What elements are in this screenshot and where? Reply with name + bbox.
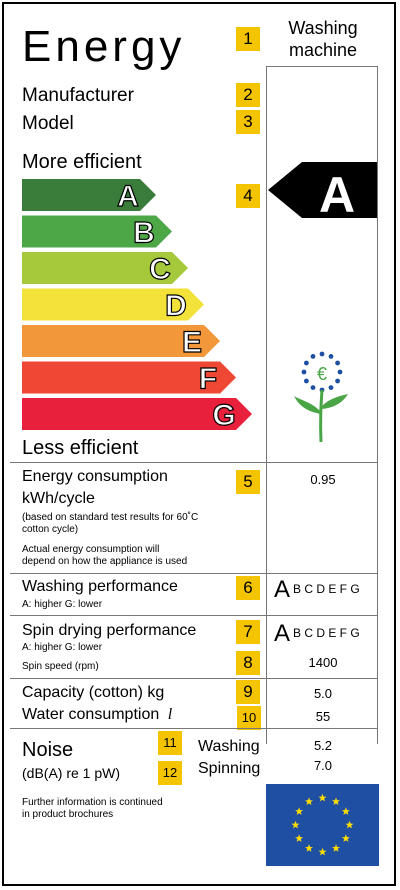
eu-star: [332, 844, 340, 852]
model-label: Model: [22, 113, 74, 134]
rating-letter: A: [319, 167, 355, 223]
energy-note-3: Actual energy consumption will: [22, 544, 160, 555]
right-column-edge: [377, 66, 378, 744]
divider-1: [10, 462, 378, 463]
label-frame: [2, 2, 396, 886]
spin-grade: A: [274, 620, 291, 647]
scale-letter-f: F: [199, 363, 217, 396]
eu-star: [341, 834, 350, 842]
eu-star: [295, 834, 304, 842]
rating-arrow: [268, 162, 378, 218]
spin-drying-scale: A: higher G: lower: [22, 642, 103, 653]
badge-1: 1: [236, 27, 260, 51]
eu-star: [345, 820, 354, 829]
spin-drying-label: Spin drying performance: [22, 622, 197, 639]
divider-4: [10, 678, 378, 679]
right-column-top: [266, 66, 378, 67]
eu-flag-icon: [266, 784, 379, 866]
divider-3: [10, 615, 378, 616]
less-efficient-label: Less efficient: [22, 437, 139, 459]
appliance-name-line2: machine: [288, 40, 358, 60]
washing-performance-label: Washing performance: [22, 578, 178, 595]
eu-star: [305, 844, 313, 852]
energy-note-4: depend on how the appliance is used: [22, 556, 188, 567]
scale-bar-a: [22, 179, 156, 211]
page-title: Energy: [22, 22, 186, 71]
scale-letter-c: C: [149, 253, 171, 286]
badge-5: 5: [236, 470, 260, 494]
appliance-name-line1: Washing: [288, 18, 358, 38]
water-consumption-label: Water consumption l: [22, 706, 172, 724]
capacity-label: Capacity (cotton) kg: [22, 684, 165, 701]
spin-speed-label: Spin speed (rpm): [22, 661, 99, 672]
scale-letter-d: D: [165, 290, 187, 323]
noise-washing-label: Washing: [198, 738, 260, 755]
water-consumption-text: Water consumption: [22, 706, 160, 723]
divider-5: [10, 728, 378, 729]
noise-unit: (dB(A) re 1 pW): [22, 765, 121, 781]
footer-line-2: in product brochures: [22, 809, 114, 820]
scale-bar-d: [22, 288, 204, 321]
badge-6: 6: [236, 576, 260, 600]
capacity-value: 5.0: [313, 686, 333, 701]
divider-2: [10, 573, 378, 574]
eu-star: [332, 797, 340, 806]
scale-bar-b: [22, 215, 172, 248]
right-column-divider: [266, 66, 267, 744]
badge-3: 3: [236, 110, 260, 134]
washing-grade: A: [274, 576, 291, 603]
eu-star: [295, 807, 304, 815]
eu-star: [305, 797, 313, 806]
water-unit: l: [167, 706, 173, 723]
spin-speed-value: 1400: [308, 655, 338, 670]
energy-note-2: cotton cycle): [22, 524, 79, 535]
washing-performance-scale: A: higher G: lower: [22, 599, 103, 610]
eu-star: [318, 793, 327, 802]
eu-star: [291, 820, 300, 829]
eu-flower-icon: €: [294, 351, 348, 443]
scale-letter-e: E: [182, 326, 202, 359]
eu-star: [341, 807, 350, 815]
scale-bar-g: [22, 398, 252, 430]
more-efficient-label: More efficient: [22, 151, 142, 173]
scale-letter-b: B: [133, 217, 155, 250]
energy-unit: kWh/cycle: [22, 490, 95, 507]
badge-8: 8: [236, 651, 260, 675]
scale-bar-c: [22, 252, 188, 284]
badge-11: 11: [158, 731, 182, 755]
eu-star: [318, 847, 327, 856]
manufacturer-label: Manufacturer: [22, 85, 134, 106]
badge-12: 12: [158, 761, 182, 785]
noise-washing-value: 5.2: [313, 738, 333, 753]
badge-2: 2: [236, 83, 260, 107]
footer-line-1: Further information is continued: [22, 797, 163, 808]
water-value: 55: [315, 709, 331, 724]
scale-letter-a: A: [117, 180, 139, 213]
washing-grade-rest: B C D E F G: [293, 582, 360, 596]
energy-value: 0.95: [310, 472, 336, 487]
noise-label: Noise: [22, 739, 74, 761]
noise-spinning-value: 7.0: [313, 758, 333, 773]
scale-letter-g: G: [212, 399, 235, 432]
spin-grade-rest: B C D E F G: [293, 626, 360, 640]
svg-text:€: €: [317, 364, 327, 384]
energy-consumption-label: Energy consumption: [22, 468, 168, 485]
badge-4: 4: [236, 184, 260, 208]
badge-10: 10: [237, 706, 261, 730]
energy-note-1: (based on standard test results for 60˚C: [22, 512, 199, 523]
scale-bar-f: [22, 361, 236, 394]
noise-spinning-label: Spinning: [198, 760, 261, 777]
scale-bar-e: [22, 325, 220, 357]
badge-9: 9: [236, 680, 260, 704]
badge-7: 7: [236, 620, 260, 644]
